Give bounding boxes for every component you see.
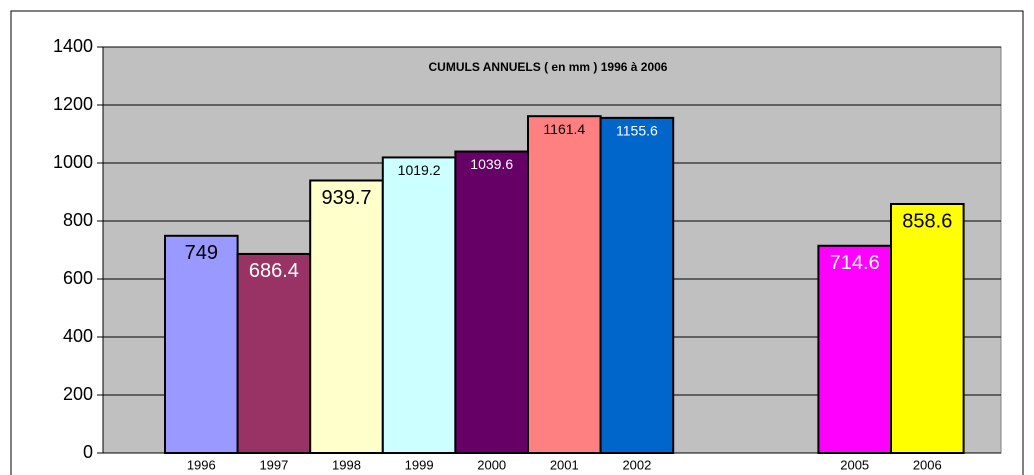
bar	[599, 116, 675, 454]
x-tick-label: 2000	[477, 457, 506, 472]
x-tick-label: 2006	[913, 457, 942, 472]
data-label: 686.4	[249, 260, 299, 282]
data-label: 1039.6	[470, 156, 513, 172]
bar	[164, 234, 239, 454]
bar	[381, 156, 457, 454]
data-label: 714.6	[830, 252, 880, 274]
bar	[309, 179, 384, 454]
x-tick-label: 2002	[622, 457, 651, 472]
bar	[527, 115, 602, 454]
x-tick-label: 1999	[405, 457, 434, 472]
y-tick-label: 600	[63, 268, 93, 288]
chart-title: CUMULS ANNUELS ( en mm ) 1996 à 2006	[429, 60, 668, 74]
x-tick-label: 1996	[187, 457, 216, 472]
y-tick-label: 400	[63, 326, 93, 346]
x-tick-label: 2001	[550, 457, 579, 472]
data-label: 1019.2	[398, 162, 441, 178]
y-tick-label: 200	[63, 384, 93, 404]
bar	[236, 252, 312, 454]
data-label: 858.6	[902, 210, 952, 232]
bar	[817, 244, 893, 454]
data-label: 749	[185, 242, 218, 264]
data-label: 1161.4	[543, 121, 585, 137]
data-label: 939.7	[321, 187, 371, 209]
bar	[454, 150, 529, 455]
y-tick-label: 1200	[53, 94, 93, 114]
x-tick-label: 2005	[840, 457, 869, 472]
data-label: 1155.6	[616, 123, 658, 139]
y-tick-label: 0	[83, 442, 93, 462]
bar	[890, 203, 965, 454]
x-tick-label: 1997	[259, 457, 288, 472]
y-tick-label: 800	[63, 210, 93, 230]
y-tick-label: 1400	[53, 36, 93, 56]
y-tick-label: 1000	[53, 152, 93, 172]
x-tick-label: 1998	[332, 457, 361, 472]
